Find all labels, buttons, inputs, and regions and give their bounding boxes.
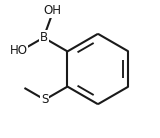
Text: B: B (40, 31, 48, 44)
Text: OH: OH (43, 4, 61, 17)
Text: HO: HO (10, 43, 28, 57)
Text: S: S (41, 93, 48, 106)
